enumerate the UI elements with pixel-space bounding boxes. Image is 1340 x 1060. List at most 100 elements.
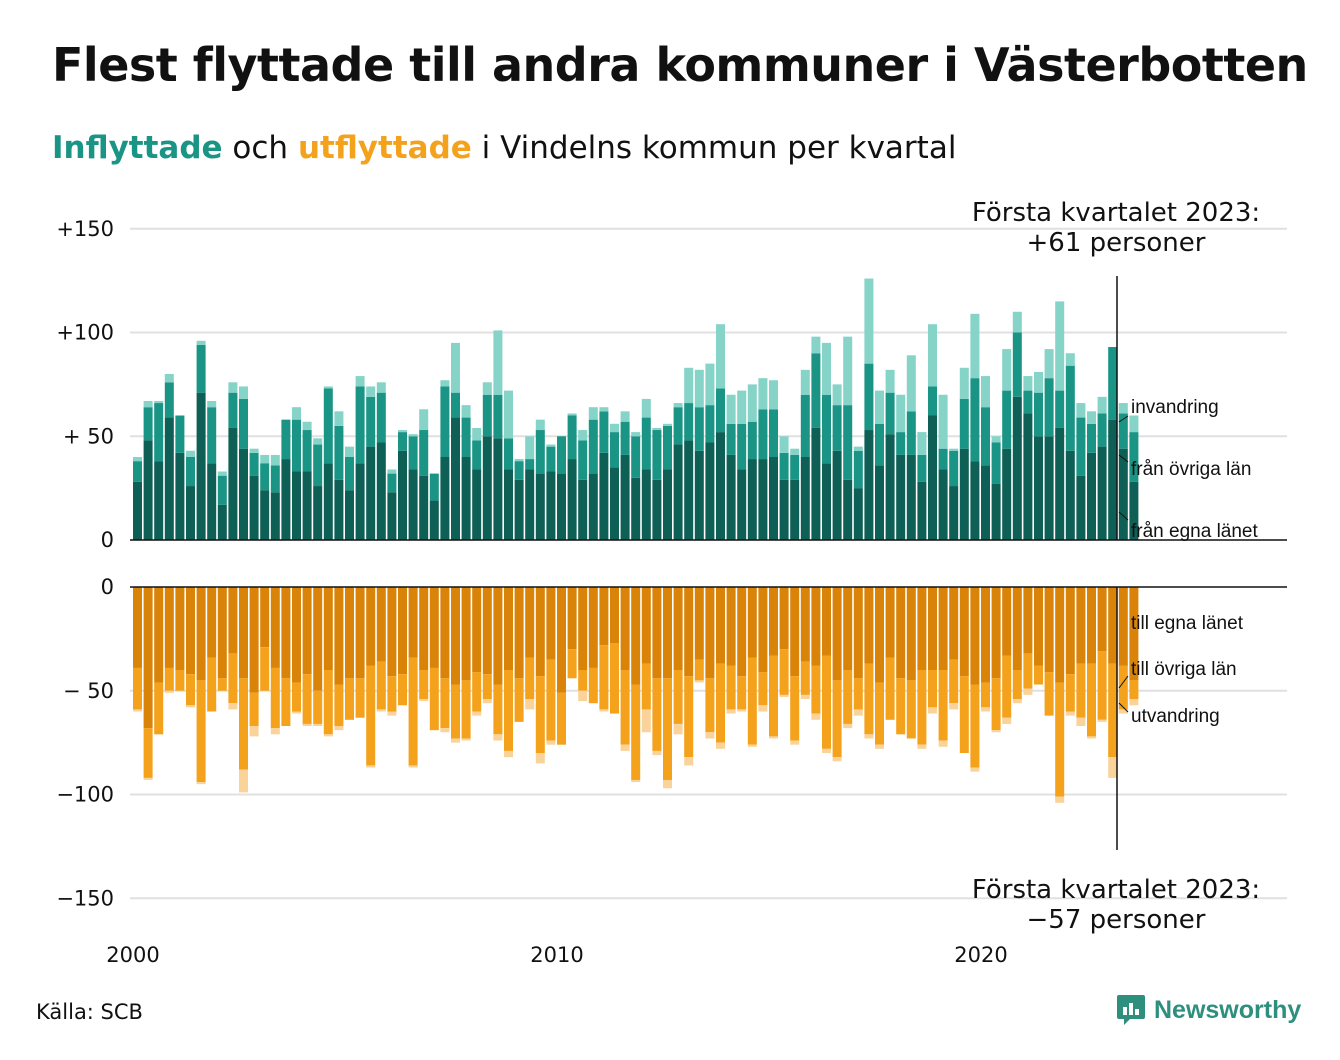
bar-out-2 [292,711,301,714]
bar-in-2 [546,444,556,447]
bar-out-2 [811,713,821,720]
source-note: Källa: SCB [36,1000,143,1024]
bar-in-0 [599,452,609,540]
bar-out-2 [684,757,694,766]
bar-in-1 [1012,332,1022,397]
bar-out-2 [186,705,195,708]
bar-in-0 [249,475,259,540]
bar-out-0 [186,587,195,675]
bar-out-1 [822,655,831,749]
bar-out-0 [323,587,333,670]
bar-in-1 [323,388,333,464]
bar-out-0 [1055,587,1065,683]
newsworthy-logo[interactable]: Newsworthy [1116,993,1301,1027]
bar-in-1 [334,425,344,480]
bar-in-1 [260,463,270,491]
bar-out-0 [832,587,842,681]
bar-out-0 [525,587,535,658]
bar-out-0 [260,587,270,648]
bar-out-0 [345,587,354,679]
annotation-top-line1: Första kvartalet 2023: [972,198,1260,228]
bar-in-0 [302,471,312,540]
bar-in-0 [843,479,853,540]
bar-out-0 [981,587,990,683]
bar-in-2 [864,278,874,364]
bar-in-1 [578,440,588,480]
bar-in-0 [504,469,513,540]
bar-out-0 [461,587,471,681]
bar-in-0 [779,479,789,540]
bar-out-1 [355,678,365,718]
bar-out-0 [991,587,1001,679]
bar-in-2 [493,330,503,395]
bar-out-0 [281,587,291,679]
bar-out-2 [1012,699,1022,704]
bar-in-2 [790,448,800,455]
bar-in-2 [822,342,831,395]
bars [133,278,1139,803]
bar-out-0 [970,587,980,685]
subtitle-och: och [222,130,298,166]
bar-in-1 [451,392,460,418]
bar-out-1 [429,667,439,731]
bar-out-2 [451,738,460,743]
bar-in-0 [313,486,323,540]
bar-out-1 [737,676,747,710]
bar-out-2 [1129,699,1139,706]
bar-in-1 [885,392,895,435]
bar-out-2 [323,734,333,737]
bar-out-1 [292,682,301,712]
bar-out-0 [1097,587,1107,652]
bar-in-2 [1097,396,1107,414]
bar-in-0 [461,457,471,540]
bar-out-1 [1012,670,1022,700]
bar-out-0 [769,587,778,656]
bar-in-0 [1012,396,1022,540]
bar-in-1 [387,473,397,493]
bar-out-2 [334,726,344,731]
bar-in-0 [885,434,895,540]
bar-in-2 [1076,403,1086,418]
bar-in-2 [981,376,990,408]
bar-in-2 [1012,311,1022,333]
bar-in-2 [726,394,736,424]
y-tick-label-bottom: −150 [56,886,114,910]
bar-in-0 [345,490,354,540]
bar-out-0 [143,587,153,729]
bar-out-1 [769,655,778,737]
bar-out-1 [1087,663,1096,737]
bar-in-0 [747,459,757,540]
bar-out-2 [917,744,927,749]
bar-out-0 [673,587,683,670]
bar-out-2 [1023,688,1033,695]
bar-in-0 [684,440,694,540]
bar-in-0 [535,473,545,540]
bar-out-1 [164,667,174,691]
bar-in-1 [504,438,513,470]
bar-in-2 [1055,301,1065,391]
bar-in-0 [281,459,291,540]
bar-out-0 [154,587,164,683]
bar-in-2 [302,421,312,431]
bar-out-2 [440,728,450,733]
bar-in-2 [1023,376,1033,391]
bar-out-2 [832,757,842,762]
bar-out-2 [758,705,768,712]
bar-in-1 [345,457,354,491]
bar-in-2 [800,369,810,395]
bar-out-1 [959,676,969,753]
bar-in-0 [472,469,482,540]
series-label-bottom: till egna länet [1131,613,1244,634]
bar-out-0 [504,587,513,670]
bar-out-2 [928,707,937,714]
bar-in-0 [408,469,418,540]
bar-out-0 [949,587,959,660]
bar-out-1 [186,674,195,706]
bar-out-1 [546,659,556,741]
bar-in-2 [663,423,672,426]
bar-in-1 [641,417,651,470]
bar-out-2 [673,723,683,735]
bar-in-0 [143,440,153,540]
bar-in-1 [472,440,482,470]
bar-out-0 [694,587,704,660]
